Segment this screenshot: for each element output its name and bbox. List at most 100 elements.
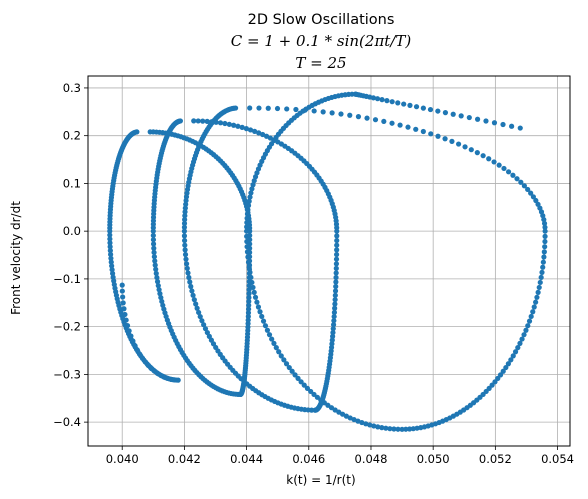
data-point xyxy=(495,375,501,381)
data-point xyxy=(134,347,140,353)
data-point xyxy=(158,294,164,301)
data-point xyxy=(130,338,136,344)
y-tick-label: 0.2 xyxy=(63,129,81,143)
data-point xyxy=(188,283,194,290)
data-point xyxy=(491,159,497,165)
data-point xyxy=(151,254,157,260)
data-point xyxy=(245,313,251,320)
data-point xyxy=(194,305,200,311)
data-point xyxy=(247,237,253,243)
x-axis-label: k(t) = 1/r(t) xyxy=(286,473,355,487)
data-point xyxy=(302,107,308,113)
data-point xyxy=(186,274,192,281)
data-point xyxy=(182,242,188,248)
data-point xyxy=(246,274,252,281)
data-point xyxy=(286,364,292,371)
data-point xyxy=(142,359,148,365)
data-point xyxy=(271,340,277,346)
data-point xyxy=(497,372,504,378)
data-point xyxy=(201,322,207,328)
data-point xyxy=(331,318,337,324)
data-point xyxy=(542,233,548,239)
data-point xyxy=(330,329,336,336)
data-point xyxy=(428,131,434,137)
data-point xyxy=(512,349,519,355)
data-point xyxy=(330,326,336,332)
data-point xyxy=(397,122,403,128)
data-point xyxy=(274,105,281,112)
data-point xyxy=(500,121,506,128)
data-point xyxy=(367,422,373,428)
data-point xyxy=(298,379,304,385)
data-point xyxy=(204,118,210,124)
data-point xyxy=(293,106,299,113)
data-point xyxy=(480,153,486,159)
data-point xyxy=(542,224,548,230)
data-point xyxy=(145,362,151,368)
data-point xyxy=(541,249,547,255)
data-point xyxy=(521,183,527,189)
data-point xyxy=(260,131,266,138)
data-point xyxy=(153,266,159,272)
data-point xyxy=(528,190,534,196)
data-point xyxy=(107,244,113,250)
data-point xyxy=(247,249,253,256)
data-point xyxy=(217,120,224,126)
data-point xyxy=(540,264,546,270)
data-point xyxy=(351,416,357,423)
data-point xyxy=(435,108,441,114)
data-point xyxy=(200,118,206,124)
data-point xyxy=(518,179,524,185)
data-point xyxy=(283,361,290,367)
data-point xyxy=(359,419,365,426)
data-point xyxy=(450,111,456,117)
data-point xyxy=(182,205,188,211)
data-point xyxy=(381,118,387,125)
data-point xyxy=(181,233,188,239)
data-point xyxy=(122,311,128,318)
data-point xyxy=(528,313,534,320)
data-point xyxy=(152,258,158,264)
data-point xyxy=(150,232,156,239)
data-point xyxy=(395,426,401,432)
y-tick-label: −0.2 xyxy=(53,320,81,334)
data-point xyxy=(295,375,301,381)
data-point xyxy=(245,306,252,312)
data-point xyxy=(254,299,260,305)
data-point xyxy=(246,279,252,285)
data-point xyxy=(181,220,188,227)
data-point xyxy=(468,147,474,153)
data-point xyxy=(375,424,381,430)
data-point xyxy=(262,323,269,329)
x-tick-label: 0.048 xyxy=(355,452,388,466)
data-point xyxy=(531,304,537,310)
data-point xyxy=(501,165,507,172)
data-point xyxy=(246,294,252,301)
y-tick-label: −0.1 xyxy=(53,272,81,286)
data-point xyxy=(496,162,502,168)
data-point xyxy=(156,287,162,293)
data-point xyxy=(500,368,506,374)
data-point xyxy=(505,361,511,367)
data-point xyxy=(534,294,540,300)
data-point xyxy=(132,343,138,349)
data-point xyxy=(364,115,370,121)
data-point xyxy=(182,213,188,219)
data-point xyxy=(155,283,161,289)
data-point xyxy=(526,318,533,324)
data-point xyxy=(265,105,271,111)
data-point xyxy=(107,236,113,242)
data-point xyxy=(508,357,514,363)
data-point xyxy=(246,283,252,289)
data-point xyxy=(252,294,259,300)
x-tick-label: 0.046 xyxy=(292,452,325,466)
data-point xyxy=(333,279,339,285)
data-point xyxy=(278,353,284,359)
data-point xyxy=(151,245,157,251)
data-point xyxy=(195,118,201,124)
data-point xyxy=(334,237,340,244)
data-point xyxy=(389,99,395,105)
data-point xyxy=(182,216,188,223)
data-point xyxy=(289,368,295,374)
data-point xyxy=(183,261,190,267)
